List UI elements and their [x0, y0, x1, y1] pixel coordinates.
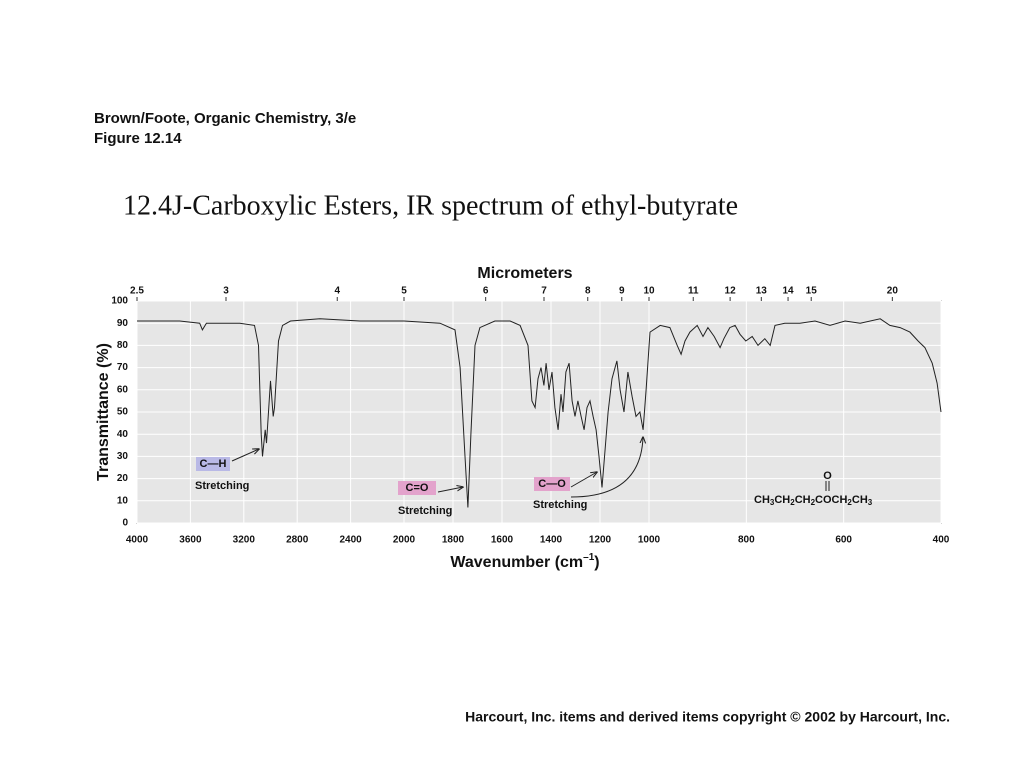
y-tick-label: 70 [117, 362, 129, 373]
formula: CH3CH2CH2COCH2CH3 [754, 494, 873, 507]
top-tick-label: 12 [725, 286, 737, 297]
arrow [231, 449, 259, 462]
top-tick-label: 4 [334, 286, 340, 297]
top-tick-label: 8 [585, 286, 591, 297]
y-tick-label: 10 [117, 495, 129, 506]
top-tick-label: 3 [223, 286, 229, 297]
x-tick-label: 1200 [589, 535, 612, 546]
x-tick-label: 3200 [233, 535, 256, 546]
top-tick-label: 13 [756, 286, 768, 297]
annotation-box [534, 477, 570, 491]
annotation-box [196, 457, 230, 471]
y-tick-label: 90 [117, 318, 129, 329]
formula-part: CH [754, 494, 770, 506]
x-tick-label: 4000 [126, 535, 149, 546]
x-tick-label: 600 [835, 535, 852, 546]
y-tick-label: 40 [117, 429, 129, 440]
y-tick-label: 100 [111, 296, 128, 307]
x-label-end: ) [594, 554, 599, 571]
x-tick-label: 1000 [638, 535, 661, 546]
formula-part: CH [795, 494, 811, 506]
arrow [570, 472, 597, 488]
slide-title: 12.4J-Carboxylic Esters, IR spectrum of … [123, 190, 738, 221]
annotations: C—H Stretching C=O Stretching C—O Stretching O… [195, 437, 873, 517]
top-tick-label: 20 [887, 286, 899, 297]
x-tick-label: 2000 [393, 535, 416, 546]
x-label-sup: –1 [583, 552, 595, 563]
x-tick-label: 2800 [286, 535, 309, 546]
annotation-text: Stretching [533, 499, 587, 511]
formula-part: CH [852, 494, 868, 506]
top-tick-label: 10 [643, 286, 655, 297]
formula-part: CH [774, 494, 790, 506]
x-tick-label: 800 [738, 535, 755, 546]
y-tick-label: 50 [117, 407, 129, 418]
top-tick-label: 5 [401, 286, 407, 297]
y-tick-label: 30 [117, 451, 129, 462]
x-axis-label: Wavenumber (cm–1) [450, 552, 599, 572]
formula-carbonyl: O [823, 470, 832, 482]
formula-subscript: 3 [770, 498, 775, 507]
top-tick-label: 14 [782, 286, 794, 297]
top-tick-label: 9 [619, 286, 625, 297]
y-tick-label: 0 [122, 518, 128, 529]
source: Brown/Foote, Organic Chemistry, 3/e [94, 110, 356, 127]
x-label-main: Wavenumber (cm [450, 554, 583, 571]
x-tick-label: 1600 [491, 535, 514, 546]
top-tick-label: 15 [806, 286, 818, 297]
annotation-label: C—H [200, 458, 227, 470]
annotation-box [398, 481, 436, 495]
x-tick-label: 400 [933, 535, 950, 546]
x-tick-label: 1800 [442, 535, 465, 546]
arrow [437, 487, 463, 493]
top-tick-label: 2.5 [130, 286, 144, 297]
formula-part: COCH [815, 494, 847, 506]
y-tick-label: 80 [117, 340, 129, 351]
spectrum-line [137, 318, 942, 508]
annotation-label: C=O [406, 482, 429, 494]
annotation-text: Stretching [195, 480, 249, 492]
formula-subscript: 2 [811, 498, 816, 507]
arrow [570, 437, 643, 498]
top-tick-label: 7 [541, 286, 547, 297]
figure-number: Figure 12.14 [94, 130, 182, 147]
x-tick-label: 2400 [339, 535, 362, 546]
y-axis-label: Transmittance (%) [95, 343, 112, 481]
y-tick-label: 60 [117, 384, 129, 395]
formula-subscript: 2 [847, 498, 852, 507]
top-tick-label: 6 [483, 286, 489, 297]
x-tick-label: 3600 [179, 535, 202, 546]
annotation-label: C—O [538, 478, 566, 490]
copyright: Harcourt, Inc. items and derived items c… [465, 709, 950, 725]
top-axis-label: Micrometers [477, 265, 572, 282]
y-tick-label: 20 [117, 473, 129, 484]
formula-subscript: 3 [868, 498, 873, 507]
x-tick-label: 1400 [540, 535, 563, 546]
top-tick-label: 11 [688, 286, 699, 297]
annotation-text: Stretching [398, 505, 452, 517]
formula-subscript: 2 [790, 498, 795, 507]
